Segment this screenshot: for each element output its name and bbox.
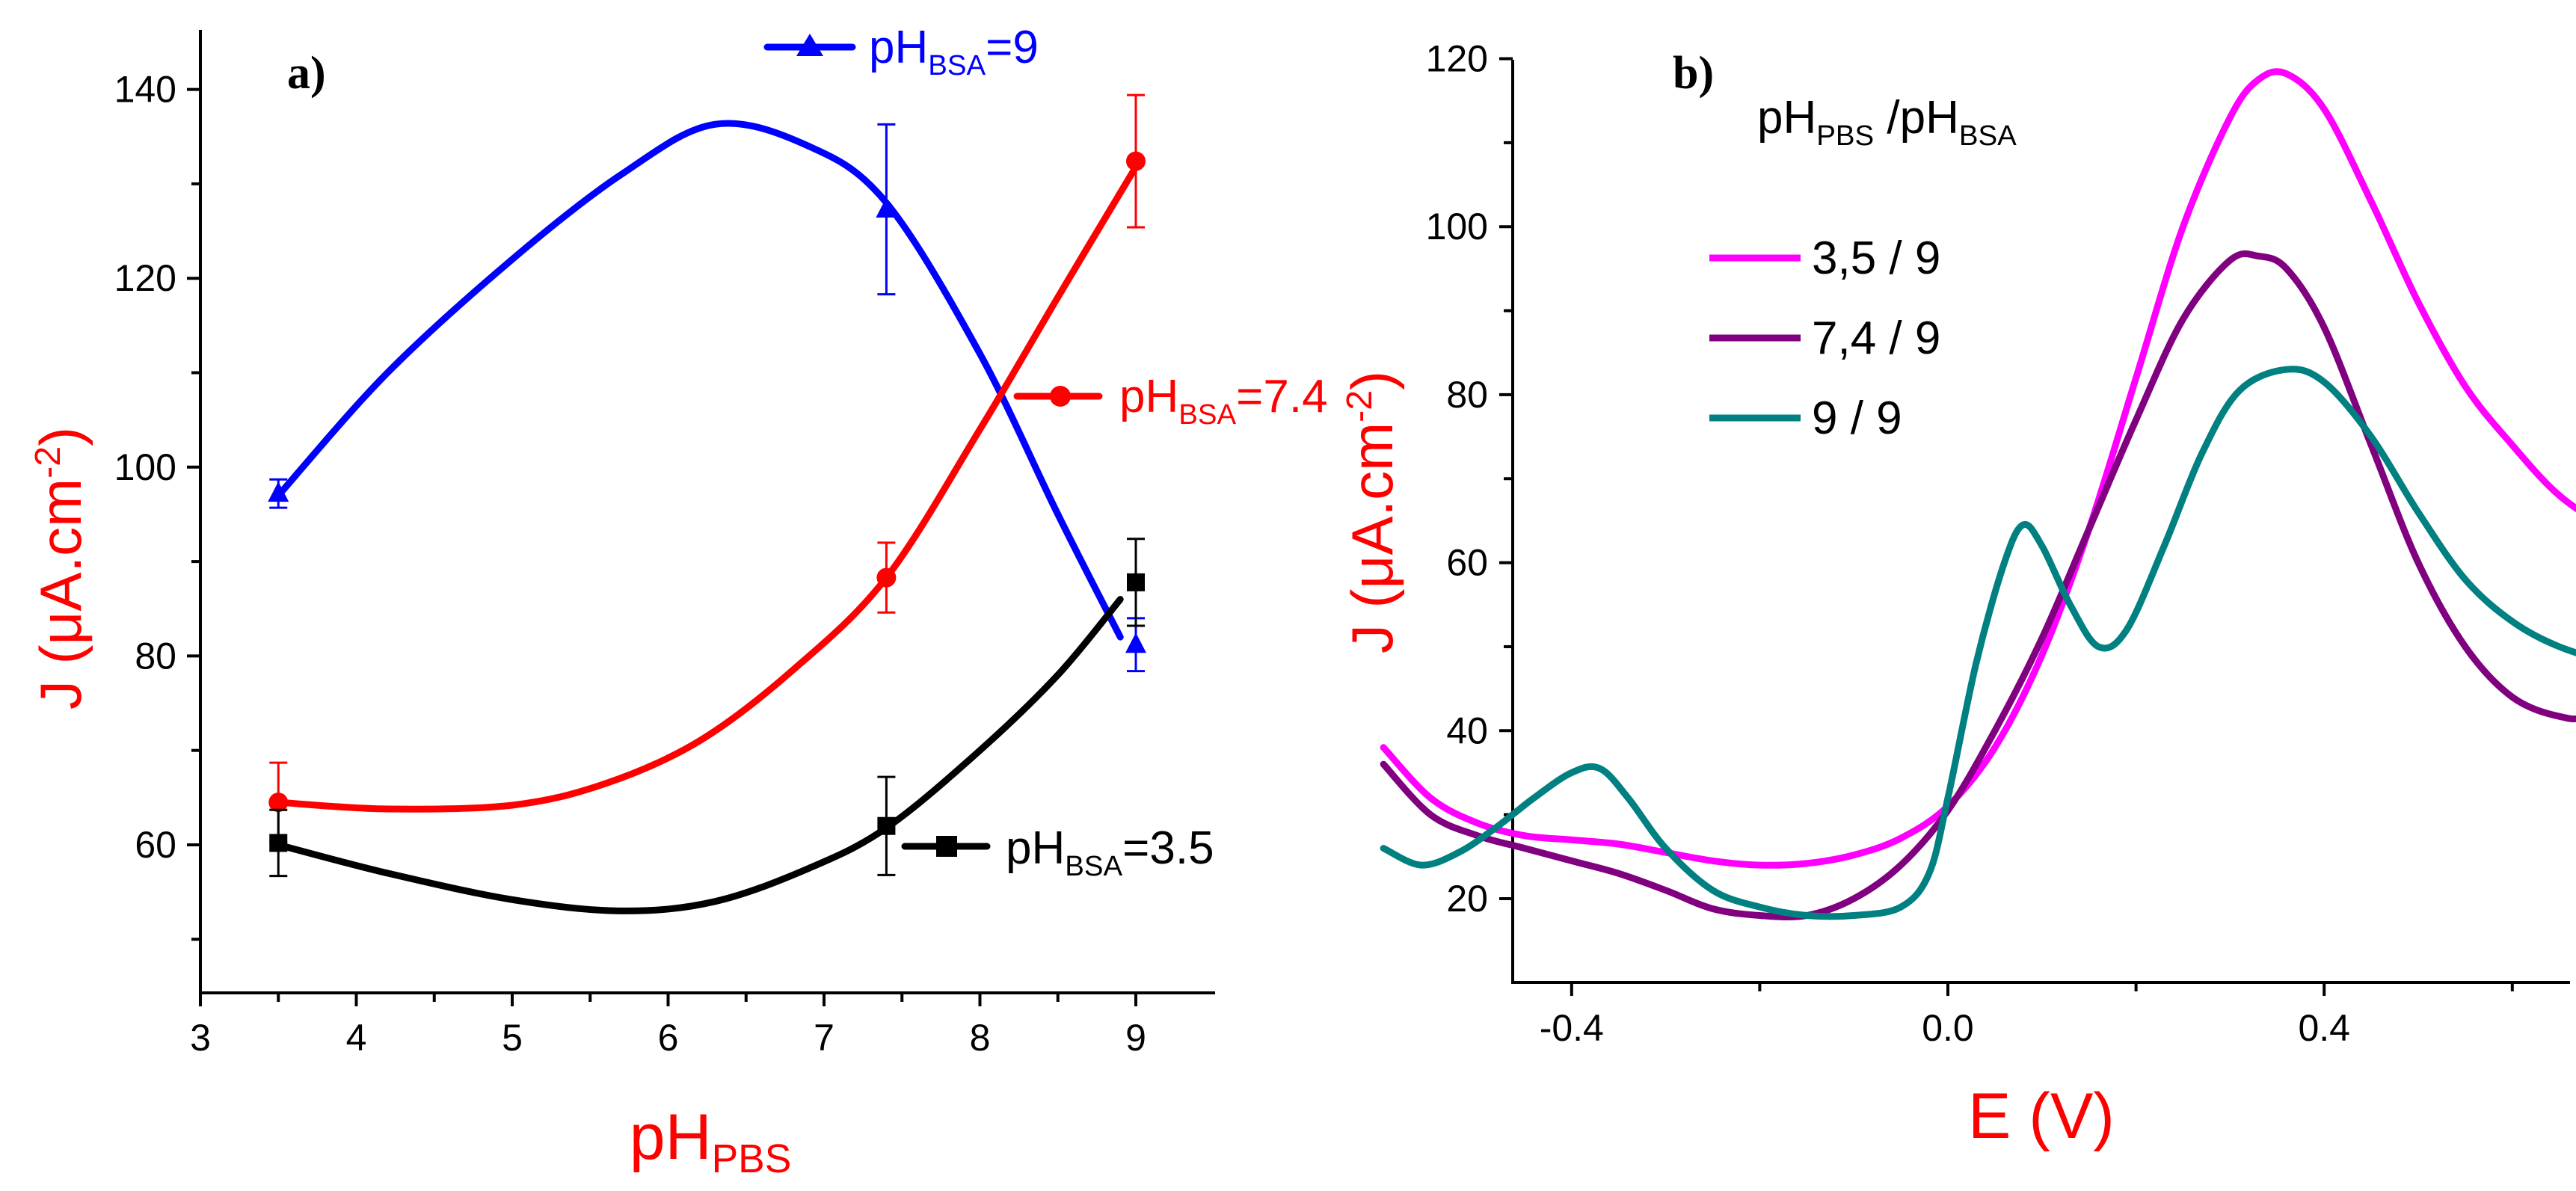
data-point-triangle bbox=[268, 481, 289, 502]
legend-label: pHBSA=9 bbox=[869, 22, 1039, 81]
panel-b-y-axis-label: J (μA.cm-2) bbox=[1339, 371, 1405, 653]
data-point-circle bbox=[268, 793, 289, 813]
square-marker-icon bbox=[936, 836, 957, 857]
y-tick-label: 40 bbox=[1446, 710, 1488, 751]
fit-curve-1 bbox=[274, 163, 1140, 813]
panel-a-ticks: 3 4 5 6 7 8 9 60 80 100 120 140 bbox=[114, 69, 1146, 1059]
data-point-triangle bbox=[876, 197, 897, 218]
legend-entry-ph-bsa-7-4: pHBSA=7.4 bbox=[1013, 371, 1328, 431]
data-point-square bbox=[877, 816, 896, 835]
triangle-marker-icon bbox=[796, 34, 823, 56]
y-tick-label: 120 bbox=[1426, 38, 1488, 80]
x-tick-label: 5 bbox=[502, 1017, 523, 1059]
y-tick-label: 120 bbox=[114, 257, 176, 299]
panel-a-fit-curves bbox=[274, 120, 1140, 914]
x-tick-label: 8 bbox=[970, 1017, 991, 1059]
x-tick-label: 0.0 bbox=[1922, 1007, 1974, 1049]
x-tick-label: 4 bbox=[346, 1017, 367, 1059]
panel-a: 3 4 5 6 7 8 9 60 80 100 120 140 a) J (μA.cm-2) pHPB… bbox=[28, 22, 1328, 1181]
series-line-1 bbox=[1380, 250, 2576, 921]
fit-curve-0 bbox=[274, 120, 1124, 641]
data-point-square bbox=[269, 834, 288, 852]
x-tick-label: 0.4 bbox=[2298, 1007, 2350, 1049]
x-tick-label: -0.4 bbox=[1540, 1007, 1604, 1049]
y-tick-label: 20 bbox=[1446, 878, 1488, 920]
x-tick-label: 7 bbox=[814, 1017, 834, 1059]
y-tick-label: 60 bbox=[1446, 542, 1488, 584]
panel-b-ticks: -0.40.00.40.820406080100120 bbox=[1426, 38, 2514, 1049]
y-tick-label: 100 bbox=[1426, 206, 1488, 247]
series-line-2 bbox=[1380, 366, 2576, 920]
data-point-circle bbox=[876, 567, 897, 588]
circle-marker-icon bbox=[1050, 386, 1071, 407]
series-line-0 bbox=[1380, 68, 2576, 869]
panel-a-x-axis-label: pHPBS bbox=[630, 1101, 792, 1181]
legend-label: 3,5 / 9 bbox=[1812, 233, 1940, 284]
legend-label: 9 / 9 bbox=[1812, 393, 1902, 444]
panel-a-label: a) bbox=[287, 48, 326, 99]
legend-entry-ph-bsa-3-5: pHBSA=3.5 bbox=[901, 822, 1214, 882]
y-tick-label: 60 bbox=[135, 824, 176, 866]
data-point-square bbox=[1127, 573, 1145, 591]
y-tick-label: 100 bbox=[114, 446, 176, 488]
panel-b-legend-title: pHPBS /pHBSA bbox=[1757, 92, 2017, 152]
legend-label: 7,4 / 9 bbox=[1812, 313, 1940, 364]
x-tick-label: 6 bbox=[658, 1017, 679, 1059]
y-tick-label: 80 bbox=[1446, 374, 1488, 416]
legend-entry-9-9: 9 / 9 bbox=[1709, 393, 1902, 444]
panel-b-label: b) bbox=[1673, 48, 1714, 99]
panel-b: -0.40.00.40.820406080100120 b) pHPBS /pH… bbox=[1339, 38, 2576, 1152]
legend-entry-ph-bsa-9: pHBSA=9 bbox=[763, 22, 1039, 81]
x-tick-label: 3 bbox=[190, 1017, 211, 1059]
legend-entry-3-5-9: 3,5 / 9 bbox=[1709, 233, 1940, 284]
panel-a-data-points bbox=[268, 93, 1146, 878]
legend-label: pHBSA=7.4 bbox=[1119, 371, 1328, 431]
panel-b-curves bbox=[1380, 68, 2576, 921]
data-point-circle bbox=[1126, 151, 1146, 171]
panel-a-y-axis-label: J (μA.cm-2) bbox=[28, 427, 93, 710]
fit-curve-2 bbox=[274, 596, 1124, 914]
legend-entry-7-4-9: 7,4 / 9 bbox=[1709, 313, 1940, 364]
y-tick-label: 80 bbox=[135, 635, 176, 677]
y-tick-label: 140 bbox=[114, 69, 176, 111]
panel-b-x-axis-label: E (V) bbox=[1968, 1080, 2115, 1152]
data-point-triangle bbox=[1125, 633, 1146, 653]
x-tick-label: 9 bbox=[1125, 1017, 1146, 1059]
legend-label: pHBSA=3.5 bbox=[1006, 822, 1214, 882]
